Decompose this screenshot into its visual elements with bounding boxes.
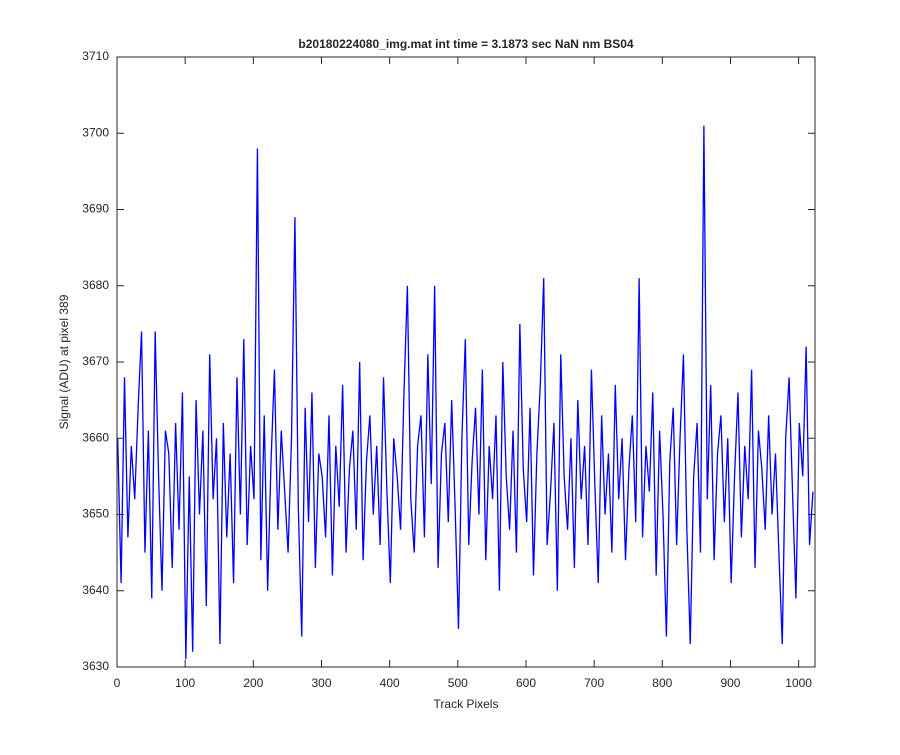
axes-box xyxy=(116,56,816,668)
x-tick-label: 0 xyxy=(114,676,121,690)
y-tick-label: 3640 xyxy=(82,583,109,597)
y-tick-label: 3690 xyxy=(82,202,109,216)
data-line xyxy=(117,125,814,660)
x-tick-label: 900 xyxy=(720,676,740,690)
x-axis-label: Track Pixels xyxy=(434,697,499,711)
x-tick-label: 500 xyxy=(448,676,468,690)
x-tick-label: 400 xyxy=(380,676,400,690)
y-tick-label: 3660 xyxy=(82,430,109,444)
x-tick-label: 200 xyxy=(243,676,263,690)
x-tick-label: 600 xyxy=(516,676,536,690)
x-tick-label: 1000 xyxy=(785,676,812,690)
y-tick-label: 3680 xyxy=(82,278,109,292)
x-tick-label: 100 xyxy=(175,676,195,690)
y-tick-label: 3670 xyxy=(82,354,109,368)
x-tick-label: 800 xyxy=(652,676,672,690)
chart-title: b20180224080_img.mat int time = 3.1873 s… xyxy=(298,37,634,51)
y-tick-label: 3700 xyxy=(82,125,109,139)
x-tick-label: 300 xyxy=(311,676,331,690)
x-tick-label: 700 xyxy=(584,676,604,690)
y-tick-label: 3650 xyxy=(82,507,109,521)
y-axis-label: Signal (ADU) at pixel 389 xyxy=(57,294,71,429)
y-tick-label: 3710 xyxy=(82,49,109,63)
y-tick-label: 3630 xyxy=(82,659,109,673)
